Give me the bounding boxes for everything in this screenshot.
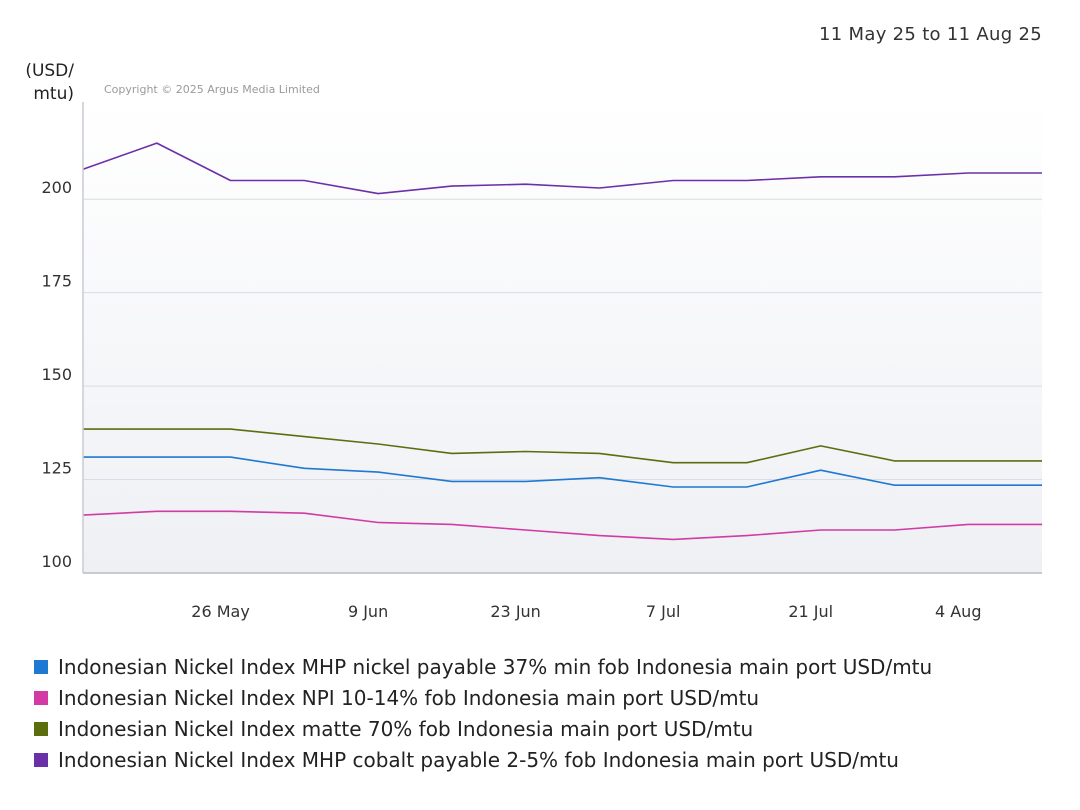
legend-swatch [34,659,48,674]
line-chart: 100 125 150 175 200 26 May 9 Jun 23 Jun 7 Jul 21… [41,102,1042,621]
x-tick-label: 21 Jul [788,602,833,621]
legend-swatch [34,752,48,767]
axes [82,102,1042,574]
y-tick-label: 175 [41,272,72,291]
y-tick-labels: 100 125 150 175 200 [41,178,72,571]
x-tick-label: 23 Jun [490,602,540,621]
y-axis-unit-label: (USD/ mtu) [14,60,74,106]
series-line-2 [82,510,1042,541]
legend-item[interactable]: Indonesian Nickel Index MHP cobalt payab… [34,744,932,775]
legend-label: Indonesian Nickel Index MHP cobalt payab… [58,747,899,772]
y-tick-label: 100 [41,552,72,571]
y-tick-label: 125 [41,459,72,478]
plot-area [83,102,1042,573]
x-tick-label: 9 Jun [348,602,388,621]
legend-item[interactable]: Indonesian Nickel Index NPI 10-14% fob I… [34,682,932,713]
x-tick-labels: 26 May 9 Jun 23 Jun 7 Jul 21 Jul 4 Aug [191,602,981,621]
y-axis-unit-line-1: (USD/ [25,61,74,81]
series-line-3 [83,428,1042,464]
legend-item[interactable]: Indonesian Nickel Index matte 70% fob In… [34,713,932,744]
legend: Indonesian Nickel Index MHP nickel payab… [34,651,932,775]
legend-swatch [34,690,48,705]
date-range: 11 May 25 to 11 Aug 25 [819,24,1042,45]
legend-label: Indonesian Nickel Index NPI 10-14% fob I… [58,685,760,710]
y-tick-label: 200 [41,178,72,197]
legend-swatch [34,721,48,736]
x-tick-label: 7 Jul [646,602,681,621]
series-line-1 [83,456,1042,488]
legend-label: Indonesian Nickel Index matte 70% fob In… [58,716,754,741]
copyright-notice: Copyright © 2025 Argus Media Limited [104,83,320,96]
legend-label: Indonesian Nickel Index MHP nickel payab… [58,654,933,679]
x-tick-label: 26 May [191,602,250,621]
y-axis-unit-line-2: mtu) [33,84,74,104]
series-lines [82,142,1042,541]
gridlines [83,198,1042,481]
y-tick-label: 150 [41,365,72,384]
legend-item[interactable]: Indonesian Nickel Index MHP nickel payab… [34,651,932,682]
x-tick-label: 4 Aug [935,602,982,621]
series-line-4 [82,142,1042,195]
